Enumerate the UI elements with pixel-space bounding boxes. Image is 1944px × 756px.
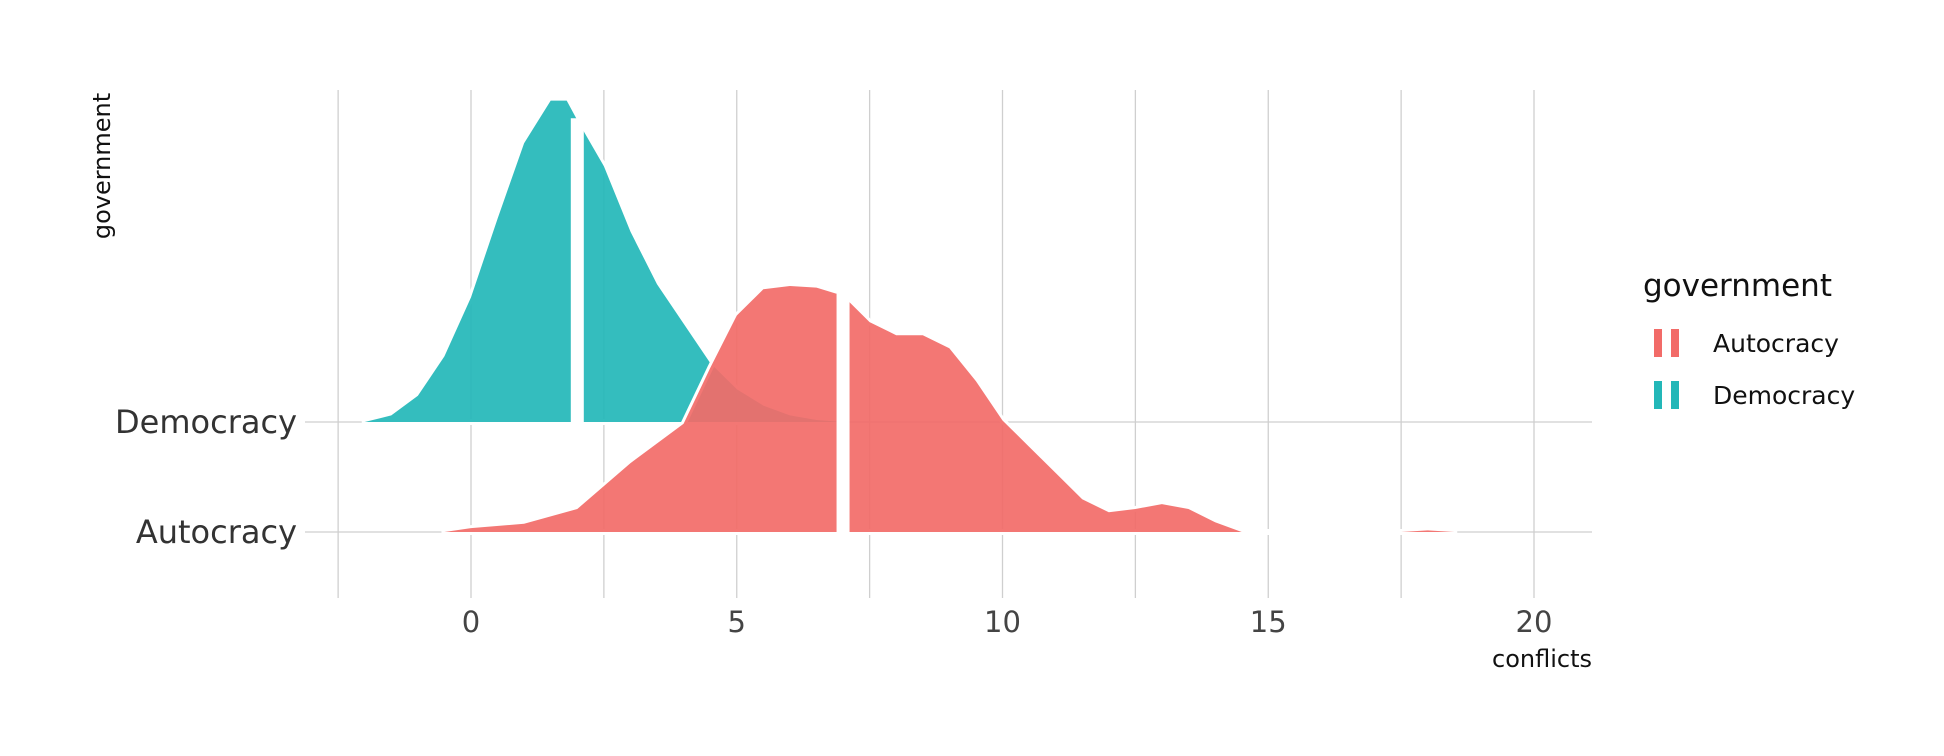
legend-key [1671, 329, 1679, 357]
x-tick-label: 0 [462, 605, 480, 639]
x-tick-label: 20 [1516, 605, 1553, 639]
x-tick-label: 10 [984, 605, 1021, 639]
x-tick-label: 5 [728, 605, 746, 639]
x-tick-label: 15 [1250, 605, 1287, 639]
y-tick-label: Autocracy [136, 513, 297, 551]
x-axis-title: conflicts [1492, 645, 1592, 673]
y-tick-label: Democracy [115, 403, 297, 441]
legend-key [1654, 381, 1662, 409]
ridge-autocracy [441, 283, 1458, 535]
ridges-layer [361, 97, 1458, 535]
y-axis-title: government [88, 93, 116, 239]
y-tick-labels: Democracy Autocracy [115, 403, 297, 551]
legend-item-democracy: Democracy [1654, 381, 1855, 410]
legend-key [1654, 329, 1662, 357]
legend-item-autocracy: Autocracy [1654, 329, 1839, 358]
legend-items: Autocracy Democracy [1654, 329, 1855, 410]
legend-label: Autocracy [1713, 329, 1839, 358]
legend-key [1671, 381, 1679, 409]
legend: government Autocracy Democracy [1643, 268, 1855, 410]
legend-title: government [1643, 268, 1832, 304]
x-tick-labels: 0 5 10 15 20 [462, 605, 1553, 639]
legend-label: Democracy [1713, 381, 1855, 410]
